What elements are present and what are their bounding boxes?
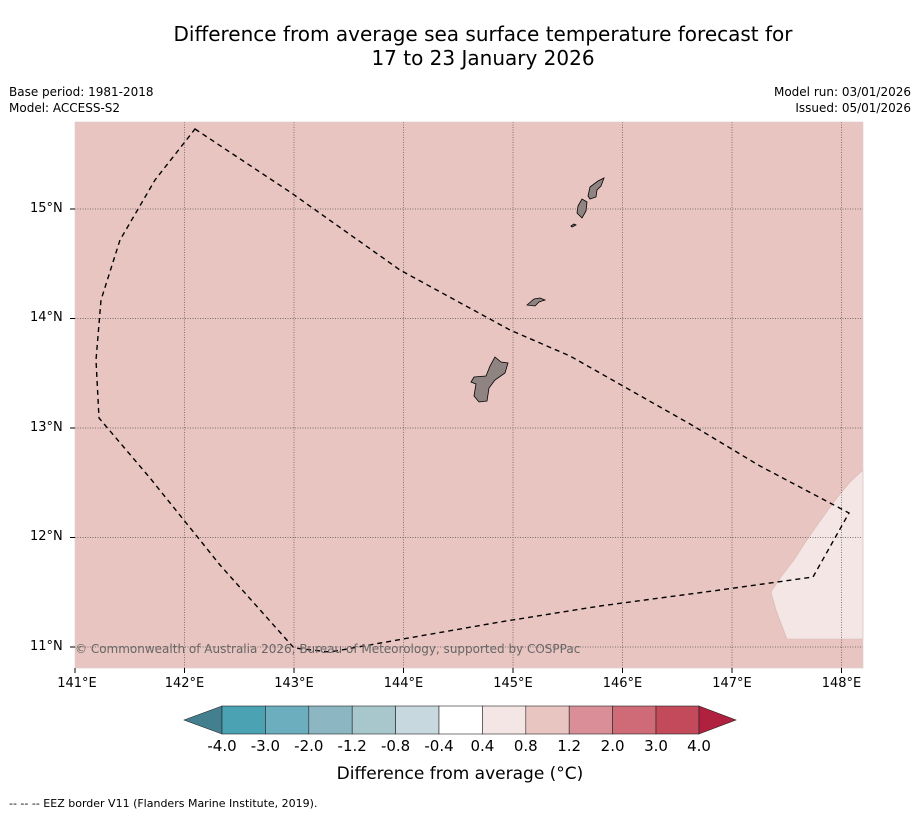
colorbar-seg-6	[438, 705, 483, 735]
colorbar-label: 1.2	[557, 737, 582, 755]
issued-date: Issued: 05/01/2026	[795, 101, 911, 115]
lon-label-142: 142°E	[164, 676, 205, 691]
colorbar-seg-9	[568, 705, 613, 735]
colorbar-seg-11	[655, 705, 700, 735]
title-line-1: Difference from average sea surface temp…	[173, 22, 793, 46]
title-line-2: 17 to 23 January 2026	[371, 46, 595, 70]
axis-ticks	[70, 208, 842, 673]
colorbar-seg-1	[221, 705, 266, 735]
colorbar-label: -0.8	[380, 737, 411, 755]
lon-label-148: 148°E	[821, 676, 862, 691]
eez-border	[95, 128, 850, 653]
colorbar-high-arrow	[698, 705, 737, 735]
chart-title: Difference from average sea surface temp…	[75, 22, 891, 70]
islands	[470, 177, 605, 403]
colorbar-label: -4.0	[207, 737, 237, 755]
copyright-text: © Commonwealth of Australia 2026, Bureau…	[75, 642, 580, 656]
colorbar-seg-5	[395, 705, 440, 735]
island-tinian-saipan	[576, 177, 605, 219]
meta-left: Base period: 1981-2018 Model: ACCESS-S2	[9, 84, 154, 116]
colorbar	[183, 705, 737, 735]
meta-right: Model run: 03/01/2026 Issued: 05/01/2026	[774, 84, 911, 116]
lat-label-11: 11°N	[30, 639, 63, 654]
colorbar-label: 2.0	[600, 737, 625, 755]
colorbar-label: -2.0	[294, 737, 324, 755]
lat-label-15: 15°N	[30, 201, 63, 216]
colorbar-title: Difference from average (°C)	[336, 764, 584, 784]
colorbar-seg-10	[612, 705, 657, 735]
colorbar-label: 0.4	[470, 737, 495, 755]
base-period: Base period: 1981-2018	[9, 85, 154, 99]
colorbar-label: -0.4	[424, 737, 454, 755]
lon-label-141: 141°E	[57, 676, 97, 691]
lon-label-145: 145°E	[493, 676, 533, 691]
lat-label-14: 14°N	[30, 310, 63, 325]
colorbar-seg-2	[265, 705, 310, 735]
model-name: Model: ACCESS-S2	[9, 101, 121, 115]
colorbar-label: -1.2	[337, 737, 367, 755]
map-frame	[74, 121, 864, 669]
lat-label-13: 13°N	[30, 420, 63, 435]
lat-label-12: 12°N	[30, 529, 63, 544]
island-rota	[526, 297, 547, 307]
lon-label-143: 143°E	[274, 676, 314, 691]
lon-label-144: 144°E	[383, 676, 424, 691]
light-anomaly-region	[770, 469, 864, 640]
lon-label-147: 147°E	[712, 676, 752, 691]
model-run: Model run: 03/01/2026	[773, 85, 911, 99]
colorbar-seg-4	[351, 705, 396, 735]
colorbar-label: 3.0	[644, 737, 668, 755]
colorbar-seg-7	[482, 705, 527, 735]
island-guam	[470, 356, 509, 403]
colorbar-label: 4.0	[687, 737, 711, 755]
colorbar-low-arrow	[183, 705, 223, 735]
gridlines	[75, 122, 863, 668]
colorbar-seg-3	[308, 705, 353, 735]
lon-label-146: 146°E	[602, 676, 643, 691]
eez-footnote: -- -- -- EEZ border V11 (Flanders Marine…	[9, 797, 318, 810]
colorbar-seg-8	[525, 705, 570, 735]
colorbar-label: -3.0	[250, 737, 281, 755]
island-aguijan	[570, 223, 577, 228]
colorbar-label: 0.8	[513, 737, 538, 755]
